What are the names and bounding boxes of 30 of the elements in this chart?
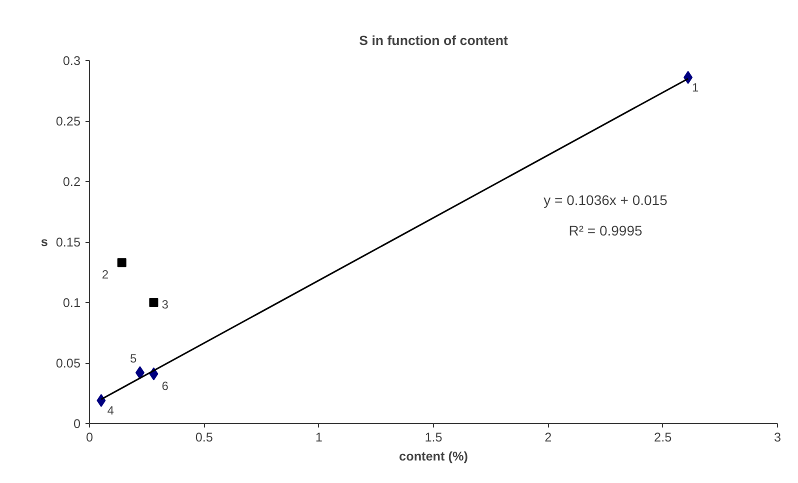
point bbox=[684, 70, 693, 84]
x-tick-label: 2.5 bbox=[654, 430, 672, 444]
annotation: 2 bbox=[102, 268, 109, 282]
x-axis-title: content (%) bbox=[399, 450, 468, 464]
x-tick-label: 1 bbox=[315, 430, 322, 444]
x-tick-label: 1.5 bbox=[424, 430, 442, 444]
point bbox=[149, 298, 158, 307]
annotation: 4 bbox=[107, 404, 114, 418]
annotation: 1 bbox=[692, 80, 700, 94]
y-tick-label: 0.2 bbox=[62, 175, 81, 189]
point bbox=[135, 366, 144, 380]
y-tick-label: 0 bbox=[73, 417, 81, 431]
y-tick-label: 0.3 bbox=[62, 54, 81, 68]
annotation: 3 bbox=[162, 298, 169, 312]
y-tick-label: 0.1 bbox=[62, 296, 81, 310]
chart-title: S in function of content bbox=[359, 33, 508, 48]
annotation: 5 bbox=[130, 352, 137, 366]
point bbox=[117, 258, 126, 268]
y-tick-label: 0.05 bbox=[56, 356, 81, 370]
y-tick-label: 0.25 bbox=[56, 114, 81, 128]
annotation: R² = 0.9995 bbox=[568, 222, 642, 238]
point bbox=[96, 394, 106, 408]
y-tick-label: 0.15 bbox=[56, 236, 81, 250]
x-tick-label: 0 bbox=[86, 430, 94, 444]
annotation: 6 bbox=[162, 378, 169, 393]
annotation: y = 0.1036x + 0.015 bbox=[544, 192, 668, 208]
y-axis-title: s bbox=[40, 235, 48, 249]
x-tick-label: 0.5 bbox=[195, 430, 213, 444]
x-tick-label: 3 bbox=[774, 430, 782, 444]
x-tick-label: 2 bbox=[544, 430, 552, 444]
